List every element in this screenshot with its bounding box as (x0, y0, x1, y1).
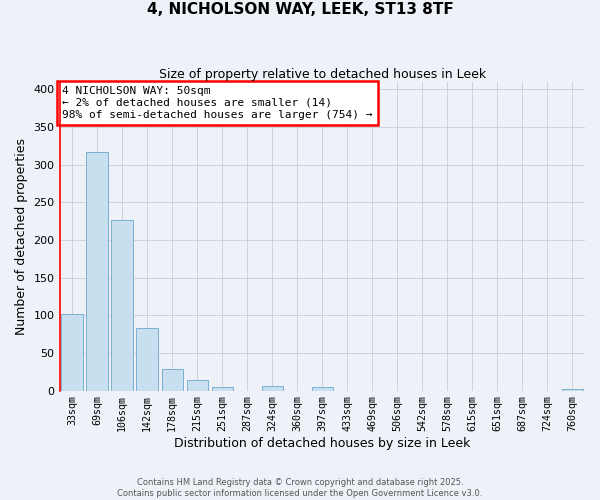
Bar (262, 386, 283, 390)
Y-axis label: Number of detached properties: Number of detached properties (15, 138, 28, 334)
Bar (187, 380, 208, 390)
Text: 4, NICHOLSON WAY, LEEK, ST13 8TF: 4, NICHOLSON WAY, LEEK, ST13 8TF (146, 2, 454, 18)
Bar (311, 387, 333, 390)
Bar (161, 370, 183, 390)
Text: 4 NICHOLSON WAY: 50sqm
← 2% of detached houses are smaller (14)
98% of semi-deta: 4 NICHOLSON WAY: 50sqm ← 2% of detached … (62, 86, 373, 120)
Bar (136, 328, 158, 390)
Text: Contains HM Land Registry data © Crown copyright and database right 2025.
Contai: Contains HM Land Registry data © Crown c… (118, 478, 482, 498)
Bar (86, 152, 108, 390)
Bar (562, 389, 583, 390)
Title: Size of property relative to detached houses in Leek: Size of property relative to detached ho… (159, 68, 486, 80)
X-axis label: Distribution of detached houses by size in Leek: Distribution of detached houses by size … (174, 437, 470, 450)
Bar (112, 220, 133, 390)
Bar (212, 387, 233, 390)
Bar (61, 314, 83, 390)
